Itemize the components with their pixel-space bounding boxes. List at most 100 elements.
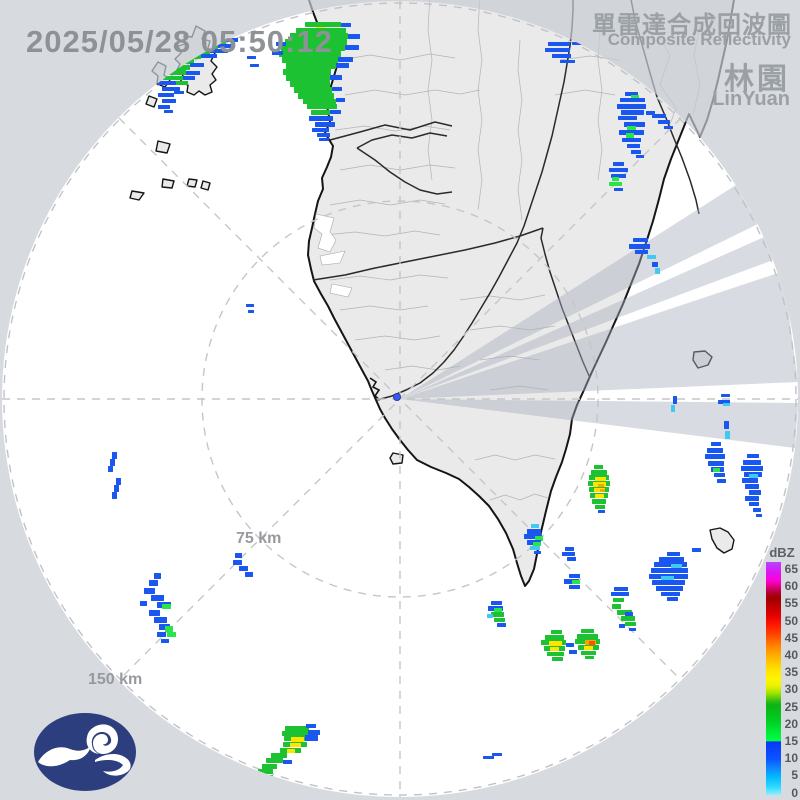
radar-echo-bin [151, 595, 164, 601]
station-name-en: LinYuan [712, 88, 790, 110]
radar-echo-bin [348, 34, 360, 39]
radar-echo-bin [613, 162, 624, 166]
radar-echo-bin [552, 657, 563, 661]
island-penghu-s2 [161, 178, 175, 189]
radar-echo-bin [210, 49, 228, 53]
radar-echo-bin [492, 753, 502, 756]
radar-echo-bin [667, 552, 680, 556]
radar-echo-bin [614, 587, 628, 591]
radar-echo-bin [201, 54, 217, 58]
radar-echo-bin [594, 465, 603, 469]
radar-echo-bin [266, 758, 283, 763]
radar-echo-bin [566, 643, 574, 647]
radar-echo-bin [749, 474, 758, 478]
radar-echo-bin [609, 168, 628, 172]
island-green-island [692, 350, 713, 369]
radar-echo-bin [158, 81, 176, 85]
radar-echo-bin [286, 63, 336, 69]
radar-echo-bin [341, 23, 351, 27]
radar-echo-bin [149, 610, 160, 616]
radar-echo-bin [592, 499, 606, 504]
radar-echo-bin [530, 546, 540, 550]
kaohsiung-harbor-detail [369, 377, 381, 401]
radar-echo-bin [673, 396, 677, 404]
radar-echo-bin [533, 542, 541, 546]
radar-echo-bin [239, 566, 248, 571]
county-borders [312, 0, 700, 401]
radar-echo-bin [659, 557, 684, 562]
radar-echo-bin [705, 454, 725, 459]
radar-echo-bin [281, 45, 345, 51]
radar-echo-bin [617, 104, 646, 109]
radar-echo-bin [661, 576, 674, 580]
radar-echo-bin [631, 150, 641, 154]
radar-echo-bin [144, 588, 155, 594]
radar-echo-bin [233, 560, 242, 565]
radar-echo-bin [176, 81, 188, 85]
radar-echo-bin [569, 574, 580, 578]
radar-echo-bin [547, 652, 564, 656]
radar-echo-bin [494, 608, 502, 612]
radar-echo-bin [560, 60, 575, 63]
range-ring-150km [3, 2, 797, 796]
radar-echo-bin [332, 87, 342, 91]
radar-echo-bin [658, 120, 670, 124]
radar-echo-bin [613, 598, 624, 602]
radar-echo-bin [319, 138, 329, 141]
island-penghu-s1 [155, 140, 171, 154]
radar-echo-bin [112, 492, 117, 499]
radar-echo-bin [116, 478, 121, 485]
radar-echo-bin [317, 133, 330, 137]
radar-echo-bin [110, 459, 115, 466]
radar-echo-bin [531, 524, 539, 528]
radar-echo-bin [671, 564, 682, 568]
range-ring-label-75km: 75 km [236, 530, 282, 547]
radar-echo-bin [494, 618, 505, 622]
radar-echo-bin [627, 126, 636, 131]
radar-echo-bin [585, 656, 594, 659]
radar-echo-bin [279, 51, 341, 57]
radar-echo-bin [336, 98, 345, 102]
radar-echo-bin [633, 238, 648, 242]
range-ring-75km [201, 200, 599, 598]
radar-echo-bin [491, 601, 502, 605]
radar-echo-bin [550, 647, 559, 651]
radar-echo-bin [741, 466, 763, 471]
radar-echo-bin [158, 93, 174, 97]
radar-echo-bin [753, 508, 761, 512]
radar-echo-bin [581, 651, 596, 655]
radar-echo-bin [651, 568, 688, 573]
radar-echo-bin [336, 63, 349, 68]
radar-echo-bin [595, 494, 604, 498]
radar-echo-bin [165, 626, 173, 632]
radar-echo-bin [562, 552, 575, 556]
island-penghu-s5 [129, 190, 145, 201]
radar-echo-bin [621, 616, 635, 621]
radar-echo-bin [629, 244, 650, 249]
radar-echo-bin [290, 81, 330, 87]
radar-echo-bin [298, 93, 334, 99]
radar-echo-bin [312, 128, 329, 132]
radar-echo-bin [247, 56, 256, 59]
radar-echo-bin [600, 489, 605, 492]
radar-echo-bin [246, 304, 254, 307]
radar-echo-bin [626, 133, 634, 138]
radar-echo-bin [154, 573, 161, 579]
radar-echo-bin [595, 477, 606, 481]
radar-echo-bin [572, 580, 580, 584]
radar-echo-bin [671, 405, 675, 412]
radar-echo-bin [286, 75, 330, 81]
radar-echo-bin [183, 76, 195, 80]
radar-echo-bin [307, 104, 337, 109]
radar-echo-bin [303, 99, 336, 104]
radar-echo-bin [276, 42, 286, 46]
radar-echo-bin [157, 632, 166, 637]
radar-echo-bin [652, 114, 666, 118]
radar-echo-bin [636, 155, 644, 158]
radar-echo-bin [305, 22, 341, 27]
radar-echo-bin [162, 99, 176, 103]
island-xiaoliuqiu [389, 452, 404, 465]
radar-echo-bin [652, 580, 685, 585]
